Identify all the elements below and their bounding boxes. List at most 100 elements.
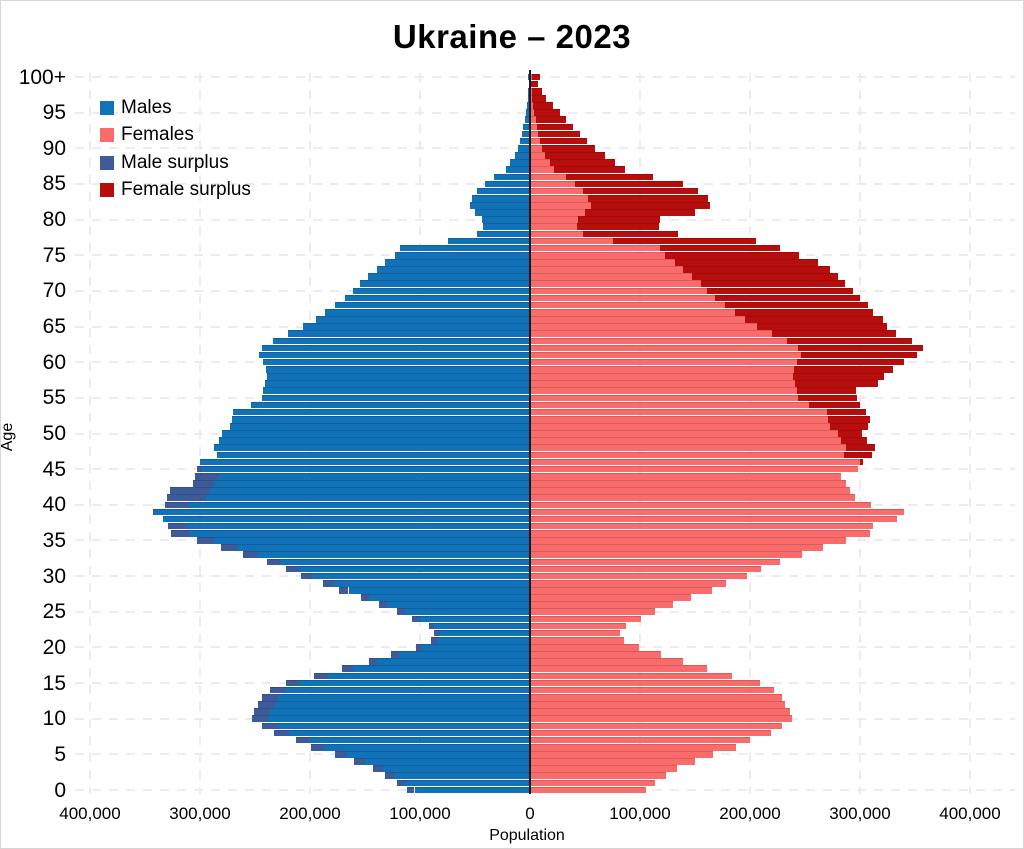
- female-bar-age-30: [530, 572, 747, 580]
- male-bar-age-73: [377, 266, 530, 273]
- female-surplus-bar-age-83: [588, 194, 709, 202]
- male-surplus-bar-age-8: [273, 729, 290, 737]
- male-bar-age-43: [214, 480, 530, 487]
- legend-item-female-surplus: Female surplus: [100, 177, 251, 205]
- age-tick-label-0: 0: [54, 778, 66, 802]
- male-bar-age-50: [222, 430, 530, 437]
- female-bar-age-59: [530, 366, 794, 373]
- male-bar-age-72: [368, 273, 530, 280]
- male-surplus-bar-age-16: [314, 672, 328, 680]
- male-bar-age-51: [229, 423, 530, 430]
- female-bar-age-62: [530, 344, 799, 352]
- male-bar-age-71: [359, 280, 530, 288]
- female-surplus-bar-age-74: [675, 259, 819, 266]
- female-bar-age-83: [530, 194, 589, 202]
- male-bar-age-48: [214, 444, 530, 452]
- female-bar-age-24: [530, 615, 642, 623]
- male-bar-age-86: [493, 173, 530, 181]
- legend-swatch-icon: [100, 155, 114, 170]
- female-bar-age-34: [530, 544, 823, 551]
- male-surplus-bar-age-20: [415, 644, 422, 651]
- female-bar-age-49: [530, 437, 842, 444]
- female-bar-age-58: [530, 373, 793, 380]
- male-surplus-bar-age-19: [391, 651, 400, 658]
- female-bar-age-44: [530, 472, 842, 480]
- age-tick-label-95: 95: [42, 101, 66, 125]
- male-bar-age-7: [310, 736, 530, 744]
- female-bar-age-61: [530, 351, 801, 359]
- chart-title: Ukraine – 2023: [392, 18, 632, 55]
- male-bar-age-19: [399, 651, 530, 658]
- male-bar-age-27: [369, 594, 530, 601]
- male-surplus-bar-age-31: [285, 565, 299, 573]
- female-surplus-bar-age-86: [566, 173, 654, 181]
- female-bar-age-22: [530, 629, 621, 637]
- male-bar-age-89: [514, 152, 530, 159]
- male-bar-age-25: [404, 608, 530, 616]
- vertical-gridline: [89, 73, 91, 794]
- female-bar-age-77: [530, 237, 613, 245]
- population-tick-label: 300,000: [829, 804, 891, 823]
- female-bar-age-86: [530, 173, 567, 181]
- female-surplus-bar-age-46: [860, 458, 864, 466]
- female-surplus-bar-age-71: [700, 280, 845, 288]
- male-surplus-bar-age-9: [261, 722, 279, 730]
- male-surplus-bar-age-42: [170, 487, 210, 494]
- male-bar-age-80: [481, 216, 530, 223]
- male-bar-age-15: [300, 679, 530, 687]
- male-bar-age-52: [231, 415, 530, 423]
- male-bar-age-10: [268, 715, 530, 722]
- female-bar-age-28: [530, 587, 712, 594]
- male-bar-age-30: [313, 572, 530, 580]
- male-bar-age-83: [471, 194, 530, 202]
- male-surplus-bar-age-25: [396, 608, 405, 616]
- female-bar-age-16: [530, 672, 733, 680]
- female-surplus-bar-age-78: [582, 230, 679, 238]
- male-surplus-bar-age-2: [384, 772, 394, 780]
- female-surplus-bar-age-50: [838, 430, 863, 437]
- male-surplus-bar-age-11: [253, 708, 271, 715]
- male-bar-age-26: [387, 601, 530, 608]
- female-bar-age-12: [530, 701, 786, 708]
- male-bar-age-74: [384, 259, 530, 266]
- male-bar-age-13: [278, 694, 530, 701]
- male-surplus-bar-age-3: [372, 765, 383, 772]
- female-bar-age-13: [530, 694, 782, 701]
- male-bar-age-3: [382, 765, 530, 772]
- age-tick-label-80: 80: [42, 208, 66, 232]
- male-bar-age-6: [324, 743, 530, 751]
- population-tick-label: 200,000: [279, 804, 341, 823]
- legend-label: Male surplus: [121, 151, 229, 173]
- age-tick-label-90: 90: [42, 136, 66, 160]
- age-tick-label-15: 15: [42, 671, 66, 695]
- legend-swatch-icon: [100, 128, 114, 143]
- male-surplus-bar-age-4: [354, 758, 365, 765]
- population-tick-label: 400,000: [939, 804, 1001, 823]
- male-bar-age-81: [475, 209, 530, 216]
- male-bar-age-39: [156, 508, 530, 516]
- male-surplus-bar-age-23: [428, 622, 435, 630]
- female-bar-age-2: [530, 772, 667, 780]
- male-surplus-bar-age-44: [194, 472, 219, 480]
- female-bar-age-84: [530, 187, 583, 195]
- male-bar-age-24: [418, 615, 530, 623]
- population-tick-label: 400,000: [59, 804, 121, 823]
- female-bar-age-82: [530, 202, 591, 209]
- female-surplus-bar-age-54: [809, 401, 860, 409]
- female-bar-age-25: [530, 608, 656, 616]
- female-bar-age-87: [530, 166, 555, 173]
- male-bar-age-82: [469, 202, 530, 209]
- male-bar-age-20: [421, 644, 530, 651]
- female-bar-age-19: [530, 651, 661, 658]
- male-surplus-bar-age-13: [261, 694, 279, 701]
- y-axis-label: Age: [0, 422, 16, 452]
- legend-swatch-icon: [100, 100, 114, 115]
- male-surplus-bar-age-12: [258, 701, 275, 708]
- male-surplus-bar-age-14: [270, 686, 286, 694]
- female-bar-age-18: [530, 658, 683, 665]
- female-surplus-bar-age-67: [734, 308, 874, 316]
- age-tick-label-60: 60: [42, 350, 66, 374]
- horizontal-gridline: [75, 76, 1015, 78]
- population-tick-label: 0: [525, 804, 535, 823]
- female-bar-age-35: [530, 537, 846, 544]
